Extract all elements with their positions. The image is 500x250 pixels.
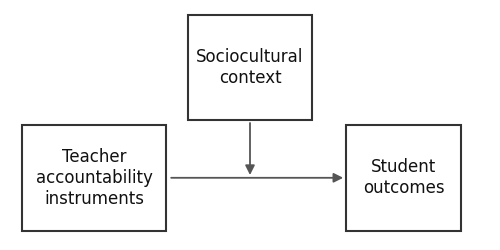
Text: Sociocultural
context: Sociocultural context [196, 48, 304, 87]
Text: Student
outcomes: Student outcomes [363, 158, 444, 197]
Text: Teacher
accountability
instruments: Teacher accountability instruments [36, 148, 152, 208]
Bar [188, 14, 312, 120]
Bar [22, 125, 166, 230]
Bar [346, 125, 461, 230]
